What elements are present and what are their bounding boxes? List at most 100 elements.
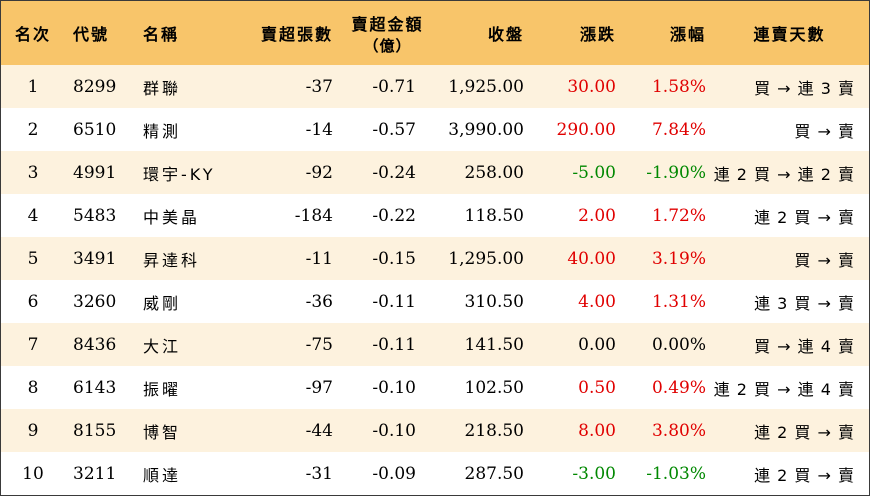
change-pct-cell: 0.00%	[651, 334, 706, 355]
rank-cell: 2	[27, 119, 39, 140]
rank-cell: 4	[27, 205, 39, 226]
streak-cell: 連 2 買 → 賣	[754, 465, 855, 485]
sell-amount-cell: -0.11	[372, 291, 416, 312]
header-streak: 連賣天數	[753, 25, 826, 44]
close-price-cell: 1,925.00	[448, 76, 524, 97]
table-row: 4 5483 中美晶 -184 -0.22 118.50 2.00 1.72% 連 2 買 → …	[1, 194, 869, 237]
name-cell: 昇達科	[143, 250, 201, 270]
name-cell: 精測	[143, 121, 182, 141]
streak-cell: 連 2 買 → 賣	[754, 207, 855, 227]
table-row: 8 6143 振曜 -97 -0.10 102.50 0.50 0.49% 連 2 買 → 連 …	[1, 366, 869, 409]
header-close: 收盤	[487, 25, 524, 44]
streak-cell: 連 2 買 → 連 4 賣	[713, 379, 855, 399]
rank-cell: 9	[27, 420, 39, 441]
name-cell: 博智	[143, 422, 182, 442]
streak-cell: 連 2 買 → 賣	[754, 422, 855, 442]
sell-sheets-cell: -31	[305, 463, 333, 484]
sell-sheets-cell: -44	[305, 420, 333, 441]
close-price-cell: 258.00	[464, 162, 524, 183]
table-row: 6 3260 威剛 -36 -0.11 310.50 4.00 1.31% 連 3 買 → 賣	[1, 280, 869, 323]
change-cell: 0.50	[578, 377, 616, 398]
rank-cell: 5	[27, 248, 39, 269]
change-cell: 290.00	[556, 119, 616, 140]
sell-sheets-cell: -14	[305, 119, 333, 140]
rank-cell: 8	[27, 377, 39, 398]
code-cell: 8299	[73, 76, 117, 97]
change-pct-cell: 1.31%	[651, 291, 706, 312]
name-cell: 中美晶	[143, 207, 201, 227]
rank-cell: 1	[27, 76, 39, 97]
change-cell: 40.00	[567, 248, 616, 269]
change-cell: 30.00	[567, 76, 616, 97]
sell-amount-cell: -0.71	[372, 76, 416, 97]
sell-sheets-cell: -184	[294, 205, 333, 226]
change-pct-cell: 1.58%	[651, 76, 706, 97]
rank-cell: 10	[22, 463, 44, 484]
change-cell: 0.00	[578, 334, 616, 355]
sell-amount-cell: -0.22	[372, 205, 416, 226]
rank-cell: 3	[27, 162, 39, 183]
change-pct-cell: -1.90%	[646, 162, 706, 183]
table-row: 10 3211 順達 -31 -0.09 287.50 -3.00 -1.03% 連 2 買 →…	[1, 452, 869, 495]
streak-cell: 買 → 賣	[794, 250, 855, 270]
table-row: 5 3491 昇達科 -11 -0.15 1,295.00 40.00 3.19% 買 → 賣	[1, 237, 869, 280]
sell-amount-cell: -0.15	[372, 248, 416, 269]
table-body: 1 8299 群聯 -37 -0.71 1,925.00 30.00 1.58% 買 → 連 3…	[1, 65, 869, 495]
header-code: 代號	[73, 25, 110, 44]
header-sell-amount-label: 賣超金額	[351, 14, 424, 34]
code-cell: 3211	[73, 463, 117, 484]
header-sell-amount-unit: （億）	[363, 36, 412, 55]
change-cell: -3.00	[572, 463, 616, 484]
code-cell: 6143	[73, 377, 117, 398]
name-cell: 大江	[143, 336, 182, 356]
streak-cell: 買 → 賣	[794, 121, 855, 141]
close-price-cell: 102.50	[464, 377, 524, 398]
table-header: 名次 代號 名稱 賣超張數 賣超金額 （億） 收盤 漲跌 漲幅 連賣天數	[1, 1, 869, 65]
code-cell: 3260	[73, 291, 117, 312]
change-pct-cell: 3.19%	[651, 248, 706, 269]
header-sell-amount: 賣超金額 （億）	[337, 1, 438, 65]
table-row: 1 8299 群聯 -37 -0.71 1,925.00 30.00 1.58% 買 → 連 3…	[1, 65, 869, 108]
header-sell-sheets: 賣超張數	[260, 25, 333, 44]
streak-cell: 連 3 買 → 賣	[754, 293, 855, 313]
streak-cell: 買 → 連 3 賣	[754, 78, 855, 98]
code-cell: 5483	[73, 205, 117, 226]
streak-cell: 連 2 買 → 連 2 賣	[713, 164, 855, 184]
table-row: 9 8155 博智 -44 -0.10 218.50 8.00 3.80% 連 2 買 → 賣	[1, 409, 869, 452]
header-name: 名稱	[143, 25, 180, 44]
code-cell: 3491	[73, 248, 117, 269]
close-price-cell: 287.50	[464, 463, 524, 484]
change-cell: -5.00	[572, 162, 616, 183]
sell-amount-cell: -0.10	[372, 377, 416, 398]
change-cell: 2.00	[578, 205, 616, 226]
sell-amount-cell: -0.09	[372, 463, 416, 484]
code-cell: 8155	[73, 420, 117, 441]
close-price-cell: 118.50	[464, 205, 524, 226]
header-change: 漲跌	[579, 25, 616, 44]
close-price-cell: 1,295.00	[448, 248, 524, 269]
table-row: 2 6510 精測 -14 -0.57 3,990.00 290.00 7.84% 買 → 賣	[1, 108, 869, 151]
rank-cell: 7	[27, 334, 39, 355]
sell-sheets-cell: -11	[305, 248, 333, 269]
name-cell: 群聯	[143, 78, 182, 98]
close-price-cell: 141.50	[464, 334, 524, 355]
name-cell: 威剛	[143, 293, 182, 313]
sell-sheets-cell: -75	[305, 334, 333, 355]
change-cell: 4.00	[578, 291, 616, 312]
name-cell: 順達	[143, 465, 182, 485]
change-pct-cell: 1.72%	[651, 205, 706, 226]
header-row: 名次 代號 名稱 賣超張數 賣超金額 （億） 收盤 漲跌 漲幅 連賣天數	[1, 1, 869, 65]
name-cell: 振曜	[143, 379, 182, 399]
code-cell: 6510	[73, 119, 117, 140]
change-pct-cell: 3.80%	[651, 420, 706, 441]
change-pct-cell: 0.49%	[651, 377, 706, 398]
code-cell: 8436	[73, 334, 117, 355]
sell-sheets-cell: -37	[305, 76, 333, 97]
sell-amount-cell: -0.10	[372, 420, 416, 441]
change-pct-cell: -1.03%	[646, 463, 706, 484]
change-pct-cell: 7.84%	[651, 119, 706, 140]
change-cell: 8.00	[578, 420, 616, 441]
close-price-cell: 218.50	[464, 420, 524, 441]
name-cell: 環宇-KY	[143, 164, 216, 184]
